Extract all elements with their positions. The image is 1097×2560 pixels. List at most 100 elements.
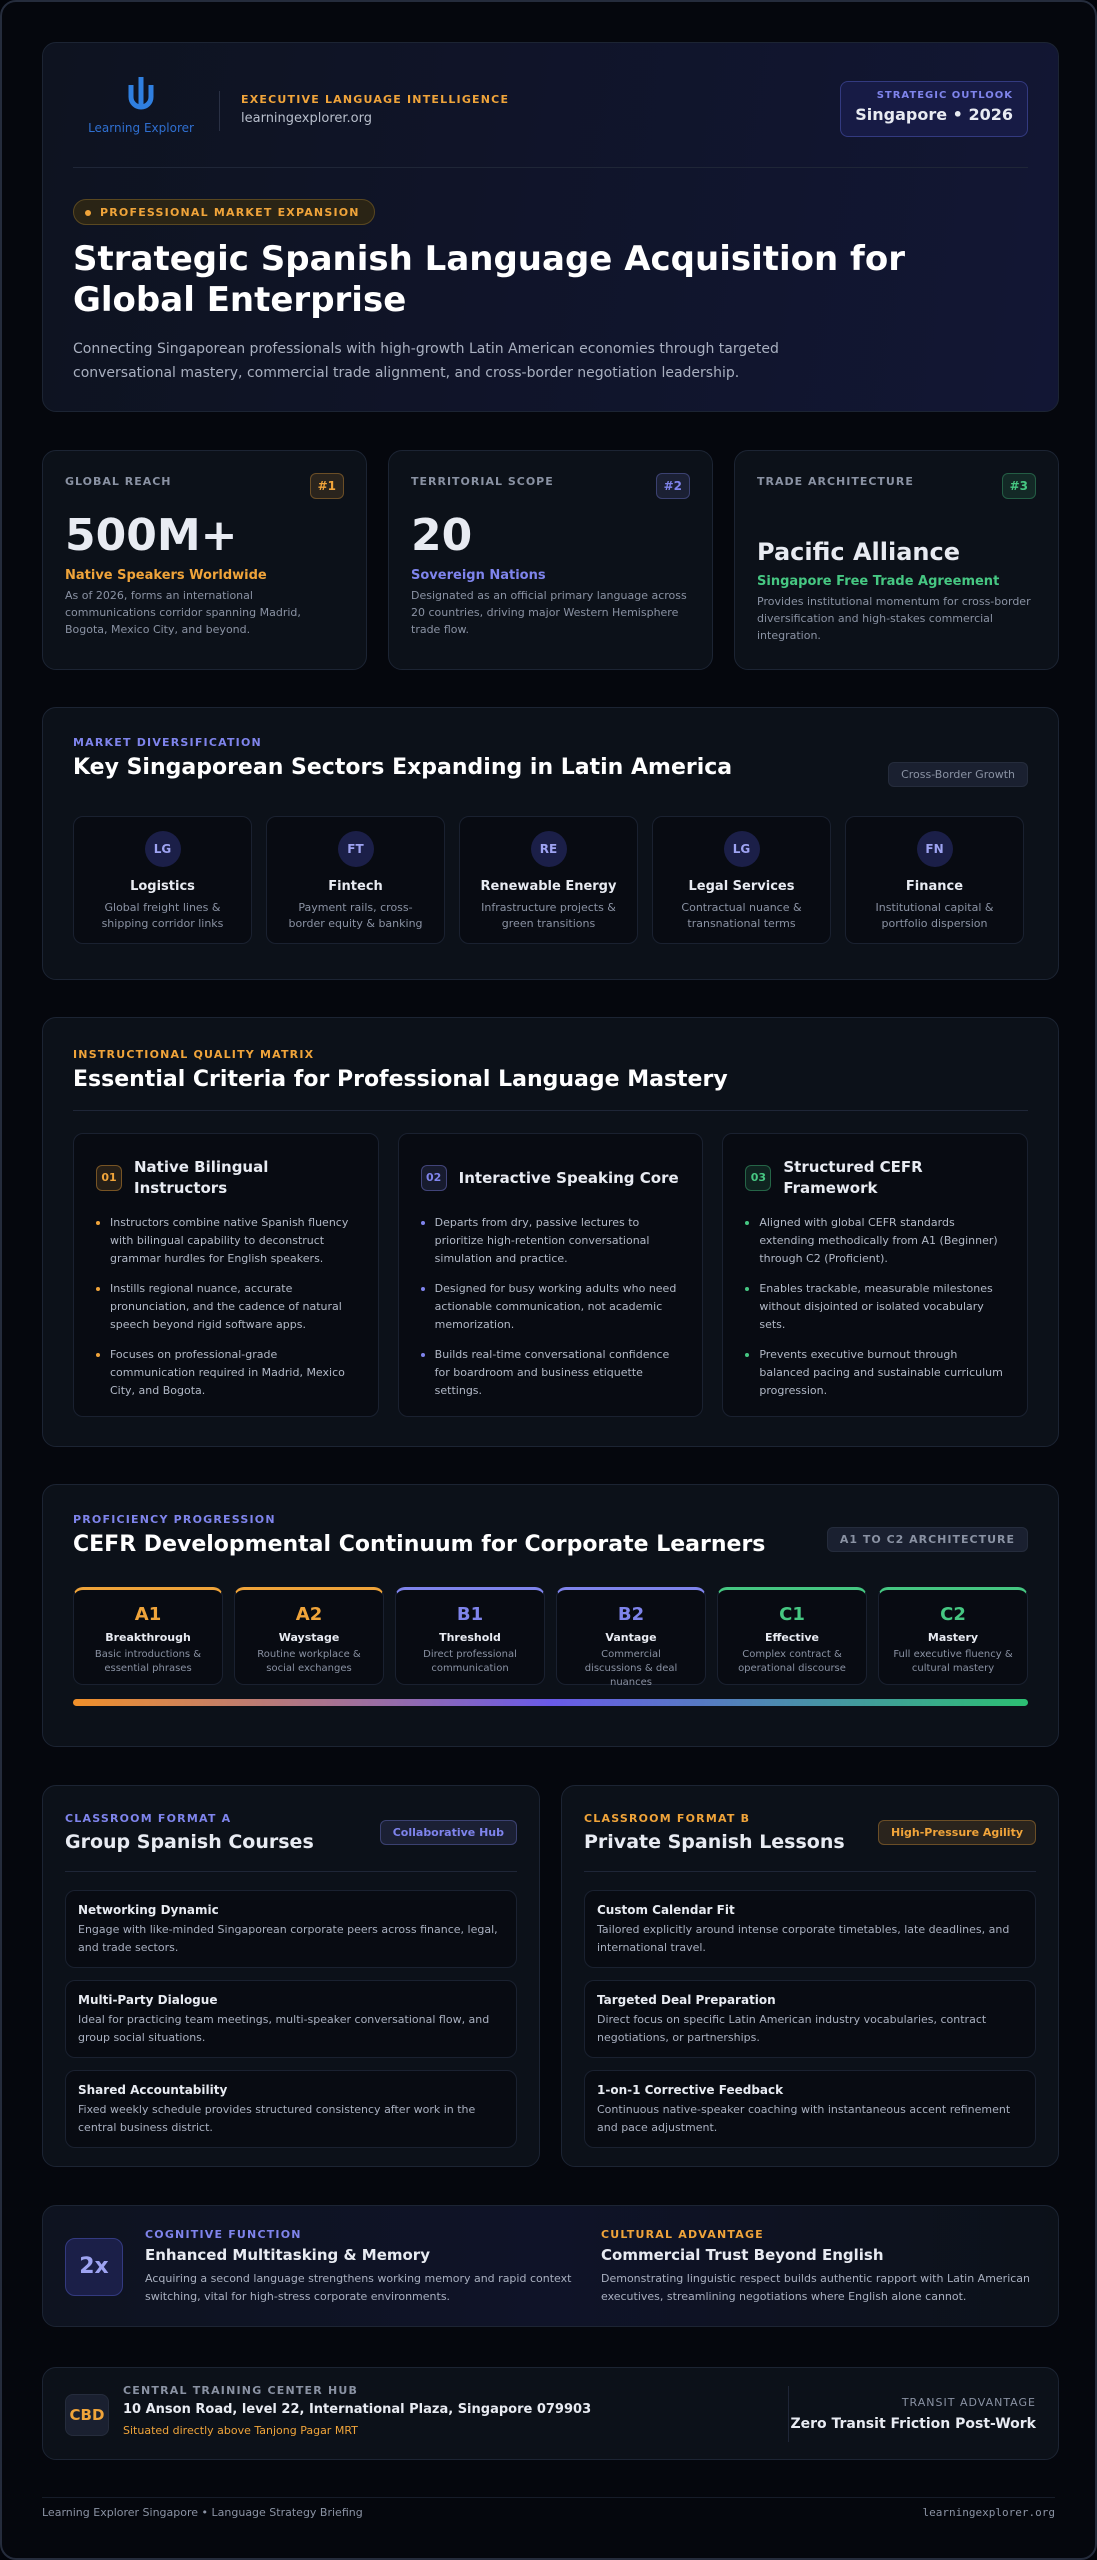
item-text: Engage with like-minded Singaporean corp…	[78, 1923, 498, 1954]
stat-caption: Sovereign Nations	[411, 568, 546, 583]
hub-address: 10 Anson Road, level 22, International P…	[123, 2402, 592, 2417]
criterion-title: Structured CEFR Framework	[783, 1158, 923, 1197]
item-title: Custom Calendar Fit	[597, 1903, 735, 1917]
cefr-level: C2 Mastery Full executive fluency & cultur…	[878, 1587, 1028, 1685]
stat-value: 20	[411, 510, 473, 561]
bullet-text: Builds real-time conversational confiden…	[434, 1348, 670, 1397]
tag: A1 TO C2 ARCHITECTURE	[826, 1527, 1028, 1552]
sector-icon: FN	[916, 831, 953, 867]
stat-card: TRADE ARCHITECTURE #3 Pacific Alliance Sing…	[734, 450, 1059, 670]
sector-tile: LG Logistics Global freight lines & shippi…	[73, 816, 252, 944]
outlook-box: STRATEGIC OUTLOOK Singapore • 2026	[840, 81, 1028, 137]
bullet-dot	[745, 1287, 750, 1291]
kicker: MARKET DIVERSIFICATION	[73, 736, 262, 749]
benefit-text: Acquiring a second language strengthens …	[145, 2272, 572, 2303]
footer-right: learningexplorer.org	[922, 2506, 1055, 2519]
cefr-code: A2	[295, 1604, 323, 1625]
outlook-label: STRATEGIC OUTLOOK	[876, 90, 1013, 101]
badge-text: PROFESSIONAL MARKET EXPANSION	[100, 206, 360, 219]
kicker: CULTURAL ADVANTAGE	[601, 2228, 764, 2241]
hub-right-value: Zero Transit Friction Post-Work	[790, 2416, 1036, 2432]
format-title: Private Spanish Lessons	[584, 1831, 845, 1853]
bullet-dot	[420, 1287, 425, 1291]
divider	[584, 1871, 1036, 1872]
divider	[219, 91, 220, 131]
cefr-level: B1 Threshold Direct professional communica…	[395, 1587, 545, 1685]
cefr-level: B2 Vantage Commercial discussions & deal n…	[556, 1587, 706, 1688]
criterion-head: 03 Structured CEFR Framework	[745, 1156, 1005, 1200]
criterion-bullet: Designed for busy working adults who nee…	[420, 1280, 681, 1334]
subtitle: Connecting Singaporean professionals wit…	[73, 341, 779, 381]
sector-tile: FN Finance Institutional capital & portfol…	[845, 816, 1024, 944]
cefr-desc: Commercial discussions & deal nuances	[584, 1649, 678, 1688]
criterion-head: 02 Interactive Speaking Core	[420, 1156, 681, 1200]
cefr-code: B2	[617, 1604, 645, 1625]
item-text: Direct focus on specific Latin American …	[597, 2013, 987, 2044]
sector-name: Finance	[905, 879, 964, 894]
bullet-text: Instills regional nuance, accurate pronu…	[110, 1282, 342, 1331]
sector-tile: RE Renewable Energy Infrastructure project…	[459, 816, 638, 944]
format-item: Custom Calendar Fit Tailored explicitly a…	[584, 1890, 1036, 1968]
bullet-dot	[96, 1353, 100, 1357]
criterion-bullet: Focuses on professional-grade communicat…	[96, 1346, 356, 1400]
cefr-name: Effective	[764, 1631, 820, 1644]
tag: Cross-Border Growth	[888, 762, 1028, 787]
item-title: Shared Accountability	[78, 2083, 228, 2097]
bullet-dot	[745, 1221, 750, 1225]
sector-name: Renewable Energy	[480, 879, 617, 894]
logo-text: Learning Explorer	[88, 121, 194, 135]
sector-icon: FT	[337, 831, 374, 867]
criterion-bullet: Prevents executive burnout through balan…	[745, 1346, 1005, 1400]
kicker: CENTRAL TRAINING CENTER HUB	[123, 2384, 359, 2397]
divider	[73, 167, 1028, 168]
criterion-bullet: Instructors combine native Spanish fluen…	[96, 1214, 356, 1268]
item-text: Continuous native-speaker coaching with …	[597, 2103, 1011, 2134]
bullet-text: Departs from dry, passive lectures to pr…	[434, 1216, 650, 1265]
sector-tile: FT Fintech Payment rails, cross-border equ…	[266, 816, 445, 944]
sector-tile: LG Legal Services Contractual nuance & tra…	[652, 816, 831, 944]
criterion-title: Interactive Speaking Core	[458, 1168, 679, 1187]
sector-name: Legal Services	[688, 879, 795, 894]
criterion: 01 Native Bilingual Instructors Instructor…	[73, 1133, 379, 1417]
format-item: Shared Accountability Fixed weekly schedu…	[65, 2070, 517, 2148]
format-card: CLASSROOM FORMAT B Private Spanish Lesson…	[561, 1785, 1059, 2167]
logo: Learning Explorer	[71, 75, 211, 145]
format-item: Targeted Deal Preparation Direct focus on…	[584, 1980, 1036, 2058]
stat-value: 500M+	[65, 510, 238, 561]
progress-bar	[73, 1699, 1028, 1706]
item-title: Targeted Deal Preparation	[597, 1993, 776, 2007]
site: learningexplorer.org	[241, 111, 372, 126]
benefit-icon: 2x	[65, 2238, 123, 2296]
cefr-name: Waystage	[278, 1631, 340, 1644]
cefr-name: Vantage	[605, 1631, 657, 1644]
criterion-bullet: Builds real-time conversational confiden…	[420, 1346, 681, 1400]
sector-icon: LG	[723, 831, 760, 867]
tag: Collaborative Hub	[379, 1820, 517, 1845]
bullet-text: Designed for busy working adults who nee…	[434, 1282, 677, 1331]
criterion-num: 03	[745, 1165, 772, 1191]
cefr-name: Breakthrough	[105, 1631, 191, 1644]
bullet-text: Enables trackable, measurable milestones…	[759, 1282, 993, 1331]
stat-rank: #1	[309, 473, 344, 499]
bullet-dot	[96, 1221, 100, 1225]
criterion-title: Native Bilingual Instructors	[134, 1158, 269, 1197]
header-card: Learning Explorer EXECUTIVE LANGUAGE INTE…	[42, 42, 1059, 412]
format-item: Networking Dynamic Engage with like-minde…	[65, 1890, 517, 1968]
bullet-dot	[420, 1353, 425, 1357]
section-title: CEFR Developmental Continuum for Corpora…	[73, 1532, 766, 1557]
sector-row: LG Logistics Global freight lines & shippi…	[73, 816, 1028, 944]
benefits-card: 2x COGNITIVE FUNCTION Enhanced Multitaskin…	[42, 2205, 1059, 2327]
cefr-card: PROFICIENCY PROGRESSION CEFR Developmenta…	[42, 1484, 1059, 1747]
cefr-name: Threshold	[439, 1631, 501, 1644]
stat-rank: #3	[1001, 473, 1036, 499]
benefit-text: Demonstrating linguistic respect builds …	[601, 2272, 1031, 2303]
hub-icon: CBD	[65, 2394, 109, 2436]
criteria-card: INSTRUCTIONAL QUALITY MATRIX Essential Cr…	[42, 1017, 1059, 1447]
criterion-num: 02	[420, 1165, 447, 1191]
format-item: Multi-Party Dialogue Ideal for practicing…	[65, 1980, 517, 2058]
item-title: Networking Dynamic	[78, 1903, 219, 1917]
hub-right-label: TRANSIT ADVANTAGE	[901, 2396, 1036, 2409]
hub-note: Situated directly above Tanjong Pagar MR…	[123, 2424, 358, 2437]
item-text: Tailored explicitly around intense corpo…	[597, 1923, 1010, 1954]
criterion: 02 Interactive Speaking Core Departs from …	[397, 1133, 704, 1417]
